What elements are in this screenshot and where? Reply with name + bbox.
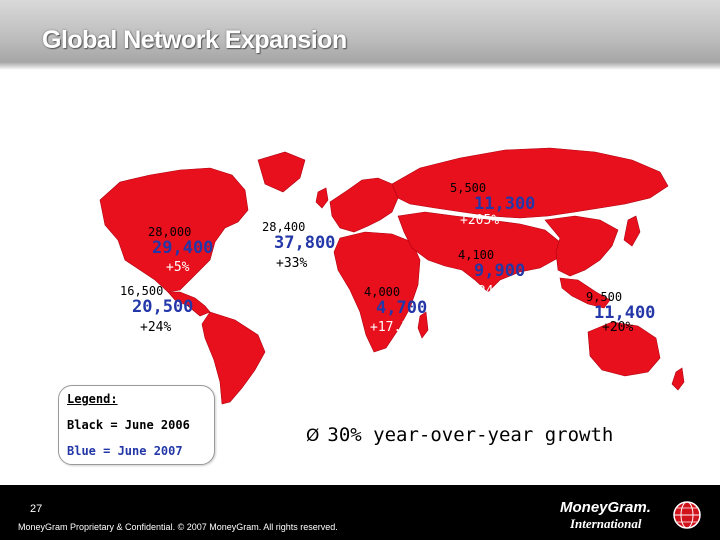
map-southeast-asia (559, 277, 611, 309)
latin-america-2006: 16,500 (120, 284, 164, 298)
map-madagascar (417, 311, 429, 339)
map-uk (315, 187, 329, 209)
middle-east-2006: 4,100 (458, 248, 495, 262)
bullet-arrow-icon: Ø (306, 426, 320, 446)
map-australia (587, 321, 661, 377)
map-north-america (99, 167, 249, 293)
moneygram-logo: MoneyGram. International (560, 499, 701, 531)
growth-bullet: Ø 30% year-over-year growth (306, 424, 613, 446)
map-middle-east-asia (397, 211, 561, 293)
north-america-growth: +5% (166, 260, 190, 275)
world-map (99, 147, 685, 405)
copyright-notice: MoneyGram Proprietary & Confidential. © … (18, 522, 338, 532)
map-japan (623, 215, 641, 247)
logo-line-2: International (569, 516, 642, 531)
legend-title: Legend: (67, 392, 118, 406)
latin-america-2007: 20,500 (132, 297, 194, 317)
page-number: 27 (30, 503, 43, 515)
europe-2007: 37,800 (274, 233, 336, 253)
logo-line-1: MoneyGram. (560, 499, 651, 516)
map-south-america (201, 311, 266, 405)
legend-black-entry: Black = June 2006 (67, 418, 190, 432)
title-bar: Global Network Expansion (0, 0, 720, 70)
globe-icon (673, 501, 701, 529)
north-america-2007: 29,400 (152, 238, 214, 258)
middle-east-growth: +241% (470, 284, 510, 299)
asia-pacific-2007: 11,400 (594, 303, 656, 323)
map-europe (329, 177, 399, 233)
russia-growth: +205% (460, 213, 500, 228)
legend-box: Legend: Black = June 2006 Blue = June 20… (58, 385, 215, 465)
slide-title: Global Network Expansion (42, 26, 347, 54)
europe-growth: +33% (276, 256, 308, 271)
map-russia (391, 147, 669, 219)
map-africa (333, 231, 421, 353)
map-new-zealand (671, 367, 685, 391)
map-east-asia (544, 215, 619, 277)
bullet-text: 30% year-over-year growth (327, 424, 614, 446)
middle-east-2007: 9,900 (474, 261, 526, 281)
legend-blue-entry: Blue = June 2007 (67, 444, 183, 458)
footer: 27 MoneyGram Proprietary & Confidential.… (0, 485, 720, 540)
africa-2006: 4,000 (364, 285, 401, 299)
africa-2007: 4,700 (376, 298, 428, 318)
north-america-2006: 28,000 (148, 225, 192, 239)
map-greenland (257, 151, 306, 193)
asia-pacific-2006: 9,500 (586, 290, 623, 304)
latin-america-growth: +24% (140, 320, 172, 335)
africa-growth: +17.5% (370, 320, 417, 335)
europe-2006: 28,400 (262, 220, 306, 234)
asia-pacific-growth: +20% (602, 320, 634, 335)
russia-2006: 5,500 (450, 181, 487, 195)
russia-2007: 11,300 (474, 194, 536, 214)
